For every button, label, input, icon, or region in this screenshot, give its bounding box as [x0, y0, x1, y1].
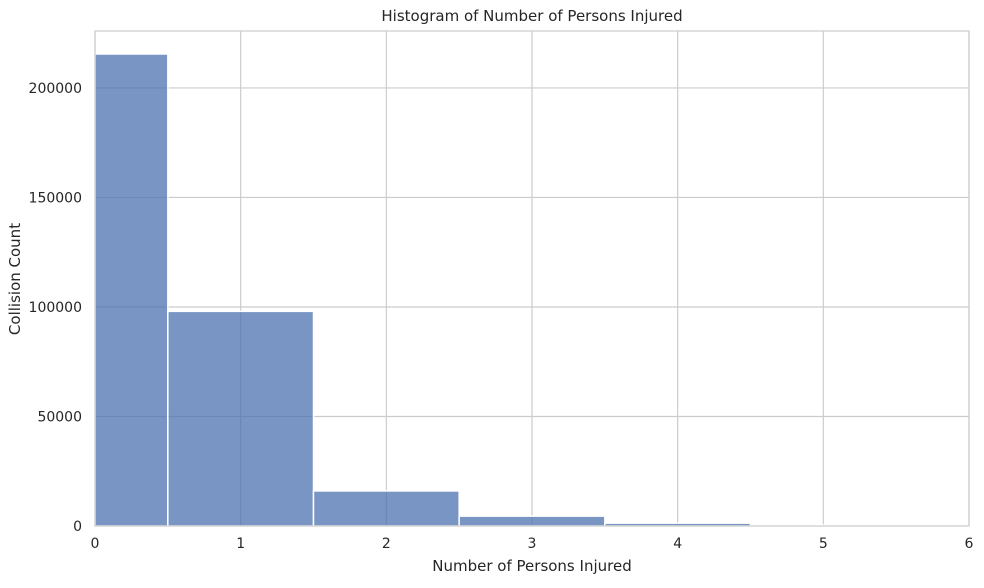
- y-tick-label: 150000: [29, 190, 82, 206]
- y-tick-label: 0: [73, 519, 82, 535]
- x-tick-label: 1: [236, 536, 245, 552]
- x-tick-label: 5: [819, 536, 828, 552]
- y-tick-label: 50000: [37, 409, 82, 425]
- histogram-bar-3: [459, 516, 605, 526]
- x-tick-labels: 0 1 2 3 4 5 6: [91, 536, 974, 552]
- y-axis-title: Collision Count: [6, 223, 24, 335]
- histogram-bar-2: [314, 491, 460, 526]
- x-tick-label: 3: [528, 536, 537, 552]
- y-tick-label: 100000: [29, 300, 82, 316]
- chart-title: Histogram of Number of Persons Injured: [381, 7, 682, 25]
- x-axis-title: Number of Persons Injured: [432, 557, 631, 575]
- x-tick-label: 6: [965, 536, 974, 552]
- histogram-bar-1: [168, 311, 314, 526]
- x-tick-label: 4: [673, 536, 682, 552]
- y-tick-label: 200000: [29, 81, 82, 97]
- histogram-bar-0: [95, 54, 168, 526]
- y-tick-labels: 0 50000 100000 150000 200000: [29, 81, 82, 535]
- x-tick-label: 2: [382, 536, 391, 552]
- x-tick-label: 0: [91, 536, 100, 552]
